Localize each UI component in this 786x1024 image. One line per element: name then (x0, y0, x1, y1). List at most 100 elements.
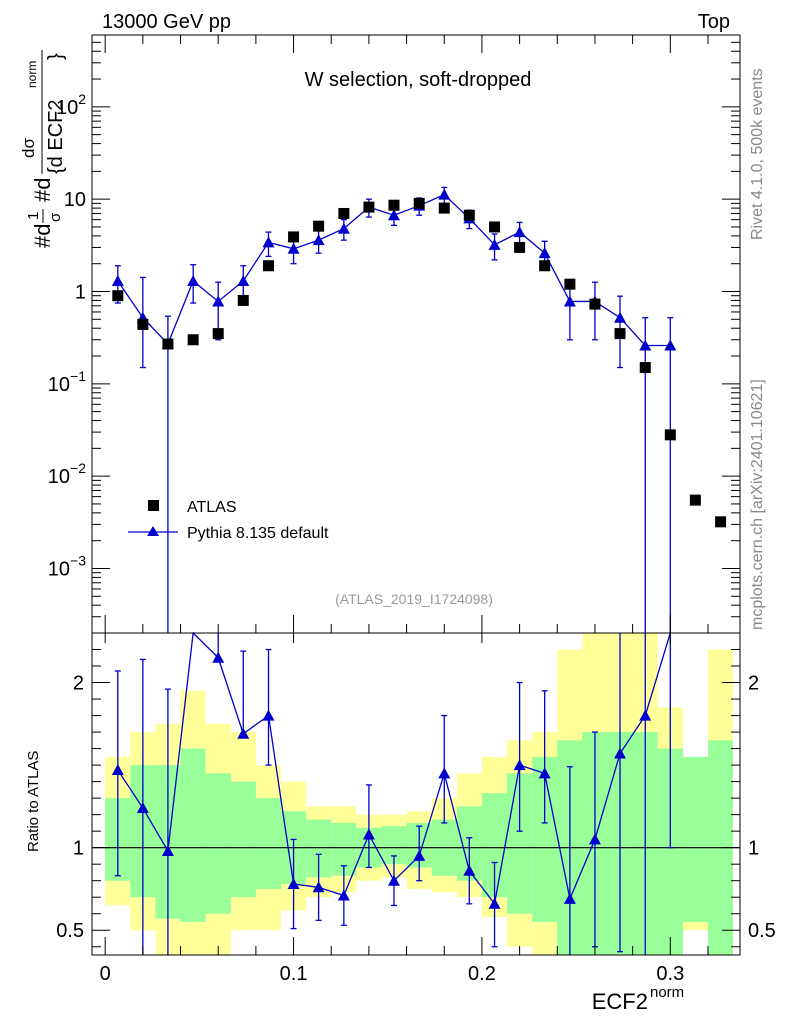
plot-title: W selection, soft-dropped (305, 69, 532, 91)
ylabel-den: {d ECF2 (45, 100, 67, 174)
main-y-tick-label: 10−2 (48, 460, 86, 488)
x-tick-label: 0.3 (656, 963, 684, 985)
pythia-point (387, 209, 400, 221)
ylabel-one: 1 (25, 212, 42, 220)
pythia-point (538, 247, 551, 259)
pythia-point (664, 339, 677, 351)
pythia-point (212, 295, 225, 307)
ratio-axes: 0.5 0.5 1 1 2 2 0 0.1 0.2 0.3 (56, 35, 776, 985)
rivet-label: Rivet 4.1.0, 500k events (749, 68, 766, 240)
ylabel-mid: #d (30, 178, 55, 202)
ratio-point (237, 727, 250, 739)
atlas-point (664, 429, 676, 441)
pythia-point (337, 222, 350, 234)
atlas-point (463, 209, 475, 221)
legend-atlas-marker (148, 500, 159, 511)
pythia-point (639, 339, 652, 351)
x-tick-label: 0.2 (468, 963, 496, 985)
ratio-point (513, 759, 526, 771)
ratio-point (337, 889, 350, 901)
ratio-point (588, 833, 601, 845)
atlas-point (514, 241, 526, 253)
atlas-point (564, 278, 576, 290)
atlas-point (489, 221, 501, 233)
main-y-tick-label: 102 (56, 91, 86, 119)
atlas-point (112, 290, 124, 302)
ratio-point (488, 897, 501, 909)
main-y-axis-label: #d 1 σ #d dσ {d ECF2 norm } (19, 50, 67, 248)
ylabel-prefix: #d (30, 224, 55, 248)
ratio-point (136, 802, 149, 814)
band-green (682, 756, 708, 922)
legend-pythia-label: Pythia 8.135 default (187, 525, 329, 542)
atlas-point (539, 260, 551, 272)
ratio-point (312, 881, 325, 893)
atlas-point (162, 338, 174, 350)
legend-atlas-label: ATLAS (187, 499, 237, 516)
main-y-axis: 10−3 10−2 10−1 1 10 102 (48, 34, 740, 634)
ratio-y-tick-label-left: 1 (73, 838, 84, 860)
ratio-point (639, 709, 652, 721)
ratio-point (387, 874, 400, 886)
atlas-point (288, 231, 300, 243)
ratio-point (614, 747, 627, 759)
ratio-point (111, 764, 124, 776)
x-axis-label-main: ECF2 (592, 989, 648, 1014)
legend: ATLAS Pythia 8.135 default (128, 499, 329, 542)
ratio-point (413, 849, 426, 861)
pythia-point (438, 188, 451, 200)
pythia-point (614, 311, 627, 323)
atlas-point (263, 260, 275, 272)
main-y-tick-label: 1 (75, 281, 86, 303)
atlas-point (338, 207, 350, 219)
ratio-point (262, 709, 275, 721)
main-y-tick-label: 10−3 (48, 552, 86, 580)
pythia-point (262, 236, 275, 248)
pythia-point (287, 242, 300, 254)
ratio-point (563, 892, 576, 904)
ratio-y-tick-label-left: 0.5 (56, 920, 84, 942)
ratio-point (538, 767, 551, 779)
band-green (230, 781, 256, 898)
analysis-id: (ATLAS_2019_I1724098) (335, 591, 493, 607)
atlas-point (639, 362, 651, 374)
header-left: 13000 GeV pp (102, 11, 231, 33)
ratio-y-tick-label-left: 2 (73, 673, 84, 695)
pythia-point (488, 238, 501, 250)
main-panel-frame (91, 34, 741, 634)
ratio-point (212, 651, 225, 663)
atlas-point (187, 334, 199, 346)
ratio-panel-content (92, 631, 740, 955)
pythia-point (563, 295, 576, 307)
ratio-y-tick-label-right: 1 (748, 838, 759, 860)
legend-pythia-marker (147, 526, 159, 536)
ratio-point (161, 844, 174, 856)
x-axis-label: ECF2 norm (592, 984, 684, 1014)
atlas-point (614, 328, 626, 340)
pythia-point (237, 274, 250, 286)
main-y-tick-label: 10 (64, 189, 86, 211)
ratio-point (362, 828, 375, 840)
ratio-y-tick-label-right: 2 (748, 673, 759, 695)
pythia-point (312, 234, 325, 246)
atlas-point (313, 220, 325, 232)
atlas-point (212, 328, 224, 340)
pythia-point (187, 274, 200, 286)
pythia-point (111, 274, 124, 286)
ylabel-close: } (45, 53, 67, 60)
atlas-point (438, 202, 450, 214)
main-y-tick-label: 10−1 (48, 368, 86, 396)
x-tick-label: 0 (100, 963, 111, 985)
ratio-y-label: Ratio to ATLAS (25, 751, 42, 852)
ylabel-norm: norm (25, 61, 39, 88)
mcplots-label: mcplots.cern.ch [arXiv:2401.10621] (749, 379, 766, 630)
x-axis-label-sup: norm (650, 984, 684, 1001)
x-tick-label: 0.1 (280, 963, 308, 985)
atlas-point (388, 199, 400, 211)
atlas-point (363, 201, 375, 213)
header-right: Top (698, 11, 730, 33)
atlas-point (689, 494, 701, 506)
band-green (180, 748, 206, 922)
atlas-point (413, 197, 425, 209)
